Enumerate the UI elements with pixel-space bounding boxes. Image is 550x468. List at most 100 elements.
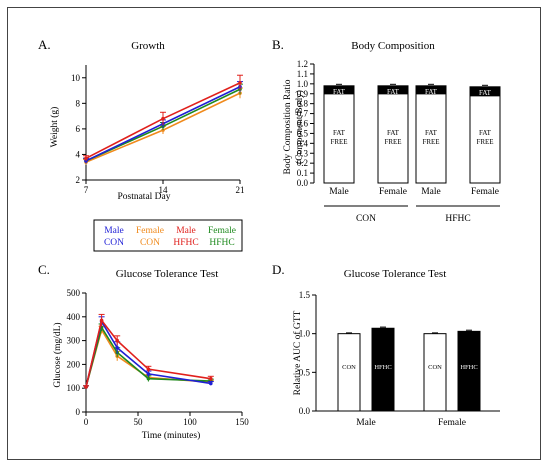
gtt-x-tick-label: 50 (134, 417, 144, 427)
gtt-point (146, 372, 151, 376)
auc-y-tick-label: 0.0 (299, 406, 311, 416)
legend-line2: CON (104, 238, 124, 248)
growth-point (238, 81, 242, 85)
auc-bar-label: HFHC (460, 364, 477, 371)
bodycomp-y-tick-label: 1.0 (297, 79, 309, 89)
gtt-y-tick-label: 500 (67, 288, 81, 298)
bodycomp-y-tick-label: 0.5 (297, 128, 309, 138)
auc-bar-label: HFHC (374, 364, 391, 371)
panel-b-letter: B. (272, 37, 284, 52)
growth-point (161, 116, 165, 121)
auc-y-tick-label: 0.5 (299, 367, 311, 377)
gtt-x-tick-label: 150 (235, 417, 249, 427)
gtt-ylabel: Glucose (mg/dL) (52, 322, 63, 387)
gtt-point (99, 318, 104, 323)
bodycomp-fat-label: FAT (479, 89, 492, 97)
auc-y-tick-label: 1.0 (299, 329, 311, 339)
legend-line2: HFHC (173, 238, 198, 248)
legend-line2: HFHC (209, 238, 234, 248)
bodycomp-fat-label: FAT (333, 88, 346, 96)
auc-category-label: Male (356, 418, 376, 428)
bodycomp-fat-label: FAT (387, 88, 400, 96)
auc-bar-label: CON (428, 364, 442, 371)
gtt-point (146, 376, 151, 381)
growth-y-tick-label: 8 (76, 98, 81, 108)
auc-category-label: Female (438, 418, 466, 428)
bodycomp-fat-bar (415, 85, 447, 95)
bodycomp-y-tick-label: 0.4 (297, 138, 309, 148)
legend-line1: Female (136, 226, 164, 236)
panel-a-letter: A. (38, 37, 51, 52)
bodycomp-fat-free-bar (323, 93, 355, 184)
bodycomp-y-tick-label: 0.9 (297, 89, 309, 99)
growth-y-tick-label: 10 (71, 73, 81, 83)
panel-d-title: Glucose Tolerance Test (344, 268, 447, 280)
legend-entry-female-hfhc: Female HFHC (208, 226, 236, 248)
bodycomp-group-label: CON (356, 214, 376, 224)
bodycomp-fat-free-label: FAT (425, 129, 438, 137)
bodycomp-fat-free-label: FAT (333, 129, 346, 137)
panel-b-title: Body Composition (351, 40, 435, 52)
bodycomp-category-label: Male (329, 187, 349, 197)
bodycomp-fat-free-label: FAT (387, 129, 400, 137)
gtt-point (209, 376, 213, 381)
auc-bar (337, 333, 361, 412)
auc-bar (371, 327, 395, 412)
growth-y-tick-label: 2 (76, 175, 81, 185)
gtt-point (209, 381, 213, 386)
gtt-x-tick-label: 100 (183, 417, 197, 427)
gtt-point (115, 338, 119, 343)
bodycomp-fat-free-label: FREE (476, 138, 493, 146)
bodycomp-group-label: HFHC (445, 214, 470, 224)
bodycomp-ylabel-line1: Body Composition Ratio (283, 79, 293, 174)
gtt-point (115, 345, 119, 350)
bodycomp-fat-bar (323, 85, 355, 95)
legend-box (93, 219, 243, 252)
legend-entry-male-hfhc: Male HFHC (173, 226, 198, 248)
bodycomp-y-tick-label: 0.8 (297, 99, 309, 109)
legend-entry-female-con: Female CON (136, 226, 164, 248)
gtt-y-tick-label: 0 (76, 407, 81, 417)
legend-line1: Male (104, 226, 124, 236)
bodycomp-category-label: Female (379, 187, 407, 197)
bodycomp-category-label: Female (471, 187, 499, 197)
gtt-xlabel: Time (minutes) (142, 430, 201, 441)
figure-frame (7, 7, 541, 460)
bodycomp-fat-free-bar (469, 95, 501, 184)
bodycomp-y-tick-label: 0.1 (297, 168, 308, 178)
panel-d-letter: D. (272, 262, 285, 277)
bodycomp-fat-free-bar (377, 93, 409, 184)
panel-a-title: Growth (131, 40, 165, 52)
auc-ylabel: Relative AUC of GTT (292, 310, 303, 395)
gtt-y-tick-label: 400 (67, 312, 81, 322)
bodycomp-y-tick-label: 0.0 (297, 178, 309, 188)
growth-point (84, 156, 88, 161)
growth-x-tick-label: 7 (84, 185, 89, 195)
bodycomp-y-tick-label: 1.2 (297, 59, 308, 69)
growth-xlabel: Postnatal Day (117, 192, 170, 202)
auc-bar (423, 333, 447, 412)
panel-c-letter: C. (38, 262, 50, 277)
legend-line1: Female (208, 226, 236, 236)
bodycomp-category-label: Male (421, 187, 441, 197)
gtt-point (84, 385, 88, 389)
auc-bar (457, 330, 481, 412)
bodycomp-y-tick-label: 0.3 (297, 148, 309, 158)
bodycomp-fat-free-bar (415, 93, 447, 184)
gtt-y-tick-label: 300 (67, 336, 81, 346)
bodycomp-ylabel-line2: (Component/Body) (294, 90, 305, 164)
bodycomp-fat-free-label: FREE (384, 138, 401, 146)
growth-y-tick-label: 4 (76, 149, 81, 159)
gtt-point (146, 367, 151, 371)
bodycomp-fat-free-label: FREE (330, 138, 347, 146)
legend-line1: Male (176, 226, 196, 236)
bodycomp-fat-bar (469, 86, 501, 97)
gtt-x-tick-label: 0 (84, 417, 89, 427)
bodycomp-y-tick-label: 0.6 (297, 119, 309, 129)
gtt-y-tick-label: 100 (67, 383, 81, 393)
auc-bar-label: CON (342, 364, 356, 371)
legend-line2: CON (140, 238, 160, 248)
growth-x-tick-label: 21 (236, 185, 245, 195)
growth-y-tick-label: 6 (76, 124, 81, 134)
